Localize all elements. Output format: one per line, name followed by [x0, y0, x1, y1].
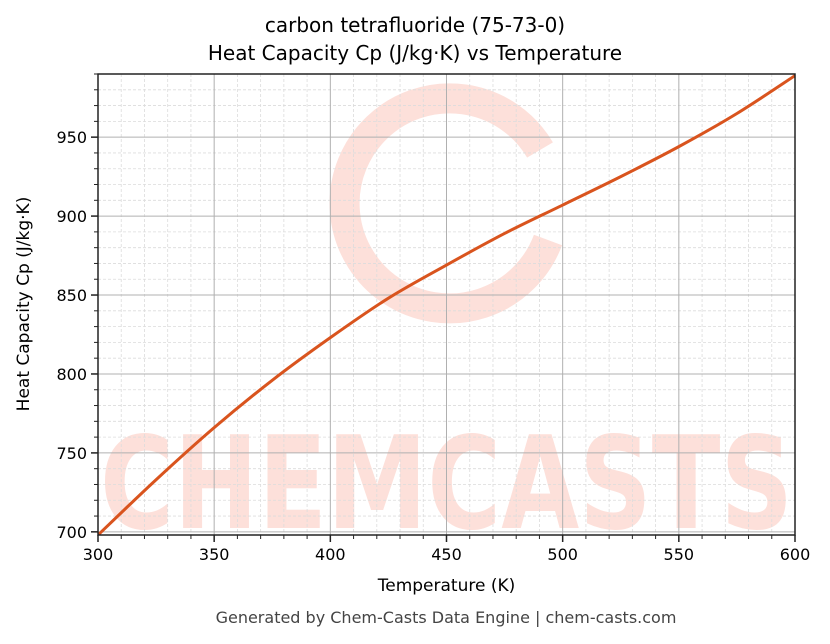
x-tick-label: 300 [83, 545, 114, 564]
chart-title: carbon tetrafluoride (75-73-0) [264, 13, 566, 37]
y-tick-label: 750 [56, 444, 87, 463]
y-tick-label: 700 [56, 523, 87, 542]
footer-credit: Generated by Chem-Casts Data Engine | ch… [215, 608, 677, 627]
y-tick-label: 800 [56, 365, 87, 384]
y-tick-label: 900 [56, 207, 87, 226]
y-tick-label: 950 [56, 128, 87, 147]
x-tick-label: 350 [199, 545, 230, 564]
chart-subtitle: Heat Capacity Cp (J/kg·K) vs Temperature [207, 41, 623, 65]
x-axis-label: Temperature (K) [377, 576, 516, 596]
x-tick-label: 500 [547, 545, 578, 564]
data-line [98, 74, 795, 535]
x-tick-label: 450 [431, 545, 462, 564]
y-axis-label: Heat Capacity Cp (J/kg·K) [14, 196, 34, 412]
y-tick-label: 850 [56, 286, 87, 305]
x-tick-label: 550 [664, 545, 695, 564]
x-tick-label: 400 [315, 545, 346, 564]
x-tick-label: 600 [780, 545, 811, 564]
